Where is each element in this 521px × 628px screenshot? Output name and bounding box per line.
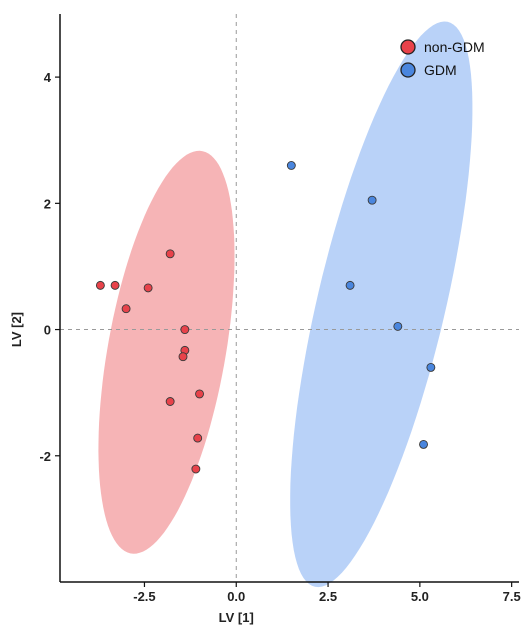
data-point-non-gdm bbox=[121, 304, 131, 314]
data-point-gdm bbox=[419, 439, 428, 449]
legend-label-gdm: GDM bbox=[424, 62, 457, 78]
data-point-non-gdm bbox=[191, 464, 201, 474]
data-point-gdm bbox=[367, 195, 377, 205]
data-point-non-gdm bbox=[95, 280, 105, 290]
y-axis-title: LV [2] bbox=[9, 312, 24, 347]
confidence-ellipses bbox=[98, 21, 473, 588]
y-tick-label: 4 bbox=[44, 70, 52, 85]
legend-marker-non-gdm bbox=[400, 39, 416, 55]
data-point-non-gdm bbox=[195, 389, 204, 399]
x-tick-label: 5.0 bbox=[411, 589, 429, 604]
x-tick-label: -2.5 bbox=[133, 589, 155, 604]
data-point-non-gdm bbox=[165, 249, 175, 259]
data-points bbox=[95, 161, 436, 474]
y-tick-label: 0 bbox=[44, 323, 51, 338]
y-tick-label: -2 bbox=[39, 449, 51, 464]
x-tick-label: 7.5 bbox=[503, 589, 521, 604]
data-point-gdm bbox=[393, 321, 403, 331]
legend-marker-gdm bbox=[400, 62, 416, 78]
data-point-gdm bbox=[345, 280, 355, 290]
data-point-non-gdm bbox=[165, 397, 175, 406]
legend-label-non-gdm: non-GDM bbox=[424, 39, 485, 55]
y-tick-label: 2 bbox=[44, 196, 51, 211]
reference-lines bbox=[60, 14, 519, 582]
axes: -2.5 0.0 2.5 5.0 7.5 -2 0 2 4 bbox=[39, 14, 521, 604]
x-tick-label: 0.0 bbox=[227, 589, 245, 604]
x-axis-title: LV [1] bbox=[219, 610, 254, 625]
data-point-gdm bbox=[286, 161, 296, 170]
data-point-non-gdm bbox=[193, 433, 203, 443]
data-point-gdm bbox=[426, 362, 436, 372]
data-point-non-gdm bbox=[178, 352, 188, 362]
confidence-ellipse-non-gdm bbox=[98, 150, 235, 554]
data-point-non-gdm bbox=[143, 283, 153, 293]
data-point-non-gdm bbox=[110, 280, 120, 290]
confidence-ellipse-gdm bbox=[290, 21, 473, 588]
data-point-non-gdm bbox=[180, 325, 190, 335]
legend: non-GDM GDM bbox=[400, 39, 485, 78]
x-tick-label: 2.5 bbox=[319, 589, 337, 604]
